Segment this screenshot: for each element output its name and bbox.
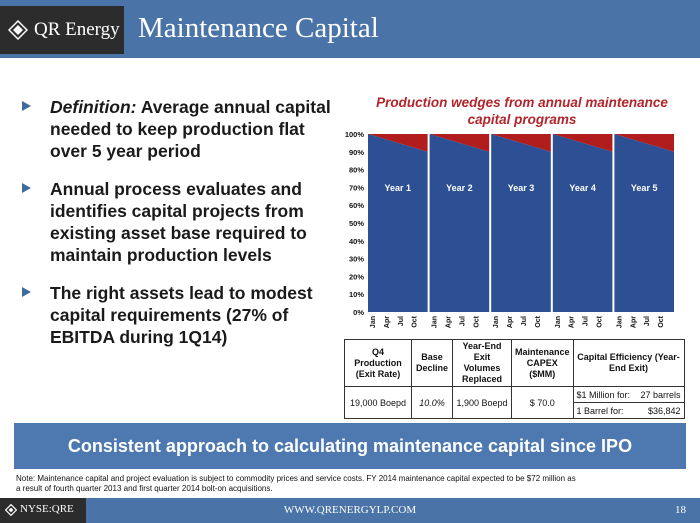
production-wedge-chart: 0% 10% 20% 30% 40% 50% 60% 70% 80% 90% 100% Year 1 J… (345, 130, 674, 328)
bullet-lead: Definition: (50, 97, 137, 117)
cell-efficiency-label: 1 Barrel for: (572, 402, 636, 419)
base-production-area (491, 134, 551, 312)
bullet-right-assets: The right assets lead to modest capital … (22, 282, 337, 348)
y-tick-label: 50% (349, 219, 364, 228)
base-production-area (614, 134, 674, 312)
x-tick-label: Oct (658, 315, 665, 327)
slide-title: Maintenance Capital (138, 12, 379, 44)
bullet-arrow-icon (22, 287, 31, 297)
cell-production: 19,000 Boepd (344, 386, 412, 419)
header-capital-efficiency: Capital Efficiency (Year-End Exit) (572, 339, 685, 387)
x-tick-label: Jan (616, 316, 623, 328)
bullet-text: Annual process evaluates and identifies … (50, 179, 307, 265)
x-tick-label: Apr (630, 316, 637, 328)
slide-header: QR Energy Maintenance Capital (0, 0, 700, 58)
ticker-box: NYSE:QRE (0, 498, 86, 523)
page-number: 18 (675, 504, 686, 516)
stock-ticker: NYSE:QRE (20, 503, 74, 515)
x-tick-label: Jan (493, 316, 500, 328)
year-label: Year 1 (385, 183, 412, 193)
x-tick-label: Oct (535, 315, 542, 327)
x-tick-label: Apr (507, 316, 514, 328)
y-tick-label: 60% (349, 201, 364, 210)
x-tick-label: Oct (412, 315, 419, 327)
bullet-list: Definition: Average annual capital neede… (22, 96, 337, 364)
y-tick-label: 100% (345, 130, 365, 139)
cell-decline: 10.0% (411, 386, 453, 419)
slide-footer: NYSE:QRE WWW.QRENERGYLP.COM 18 (0, 498, 700, 523)
x-tick-label: Jul (398, 316, 405, 326)
website-link[interactable]: WWW.QRENERGYLP.COM (283, 504, 417, 516)
company-logo: QR Energy (0, 6, 124, 54)
x-tick-label: Jul (459, 316, 466, 326)
year-label: Year 4 (569, 183, 596, 193)
header-volumes-replaced: Year-End Exit Volumes Replaced (452, 339, 512, 387)
x-tick-label: Apr (384, 316, 391, 328)
table-row: 19,000 Boepd 10.0% 1,900 Boepd $ 70.0 $1… (344, 386, 685, 419)
table-header-row: Q4 Production (Exit Rate) Base Decline Y… (344, 339, 685, 387)
wedge-area (491, 134, 551, 152)
chart-title: Production wedges from annual maintenanc… (376, 95, 668, 127)
x-tick-label: Jan (555, 316, 562, 328)
base-production-area (552, 134, 613, 312)
x-tick-label: Apr (446, 316, 453, 328)
wedge-area (614, 134, 674, 152)
footnote: Note: Maintenance capital and project ev… (16, 474, 576, 493)
company-name: QR Energy (34, 19, 120, 40)
x-tick-label: Jul (521, 316, 528, 326)
bullet-arrow-icon (22, 101, 31, 111)
bullet-annual-process: Annual process evaluates and identifies … (22, 178, 337, 266)
logo-diamond-icon (8, 20, 28, 40)
cell-efficiency-value: $36,842 (635, 402, 685, 419)
bullet-text: The right assets lead to modest capital … (50, 283, 313, 347)
header-q4-production: Q4 Production (Exit Rate) (344, 339, 412, 387)
x-tick-label: Oct (473, 315, 480, 327)
cell-capex: $ 70.0 (511, 386, 574, 419)
y-tick-label: 70% (349, 183, 364, 192)
bullet-text: Average annual capital needed to keep pr… (50, 97, 331, 161)
y-tick-label: 0% (353, 308, 364, 317)
y-tick-label: 20% (349, 272, 364, 281)
base-production-area (429, 134, 490, 312)
wedge-area (368, 134, 428, 152)
x-tick-label: Jul (644, 316, 651, 326)
x-tick-label: Oct (597, 315, 604, 327)
year-label: Year 2 (446, 183, 473, 193)
cell-efficiency-value: 27 barrels (635, 386, 685, 403)
year-label: Year 5 (631, 183, 658, 193)
x-tick-label: Apr (569, 316, 576, 328)
y-tick-label: 40% (349, 237, 364, 246)
bullet-definition: Definition: Average annual capital neede… (22, 96, 337, 162)
table-row: 1 Barrel for: $36,842 (345, 402, 685, 419)
x-tick-label: Jul (583, 316, 590, 326)
x-tick-label: Jan (370, 316, 377, 328)
bullet-arrow-icon (22, 183, 31, 193)
base-production-area (368, 134, 428, 312)
summary-banner: Consistent approach to calculating maint… (14, 423, 686, 469)
cell-volumes: 1,900 Boepd (452, 386, 512, 419)
header-maintenance-capex: Maintenance CAPEX ($MM) (511, 339, 574, 387)
logo-diamond-icon (5, 504, 17, 516)
y-tick-label: 90% (349, 148, 364, 157)
x-tick-label: Jan (432, 316, 439, 328)
cell-efficiency-label: $1 Million for: (572, 386, 636, 403)
capital-efficiency-table: Q4 Production (Exit Rate) Base Decline Y… (344, 339, 685, 419)
y-tick-label: 30% (349, 255, 364, 264)
year-label: Year 3 (508, 183, 535, 193)
header-base-decline: Base Decline (411, 339, 453, 387)
y-tick-label: 80% (349, 166, 364, 175)
y-tick-label: 10% (349, 290, 364, 299)
